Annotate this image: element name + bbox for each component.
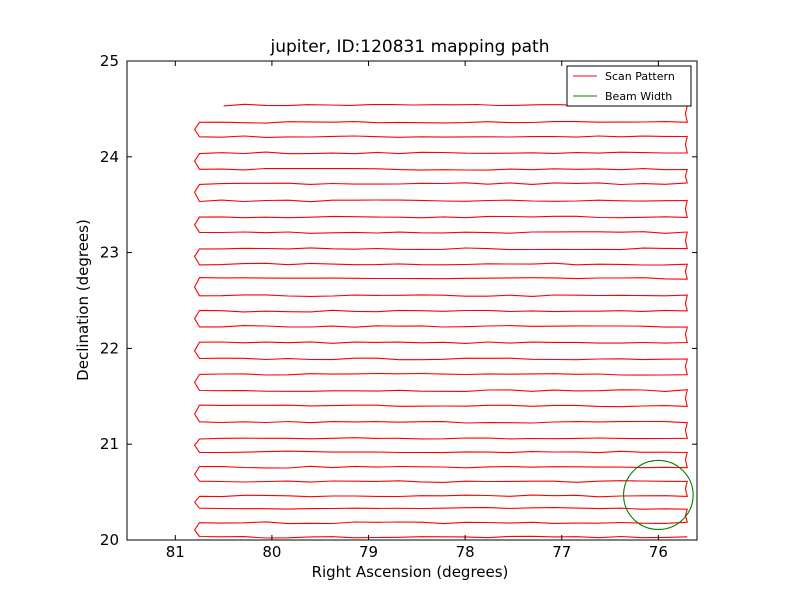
y-tick-label: 24 — [100, 148, 119, 166]
x-tick-label: 76 — [649, 543, 668, 561]
axis-ticks: 81 80 79 78 77 76 20 21 22 23 24 25 — [100, 52, 697, 561]
y-tick-label: 25 — [100, 52, 119, 70]
x-tick-label: 77 — [552, 543, 571, 561]
plot-series-layer — [194, 103, 694, 539]
legend-scan-pattern-label: Scan Pattern — [605, 70, 675, 83]
beam-width-circle — [623, 459, 694, 531]
x-tick-label: 79 — [359, 543, 378, 561]
legend-beam-width-label: Beam Width — [605, 90, 672, 103]
scan-pattern-line — [194, 103, 688, 539]
chart-title: jupiter, ID:120831 mapping path — [270, 37, 550, 57]
legend: Scan Pattern Beam Width — [566, 65, 692, 107]
x-tick-label: 81 — [166, 543, 185, 561]
y-tick-label: 22 — [100, 339, 119, 357]
plot-area-frame — [126, 60, 698, 541]
legend-box — [566, 65, 692, 107]
x-tick-label: 78 — [456, 543, 475, 561]
y-tick-label: 23 — [100, 244, 119, 262]
x-tick-label: 80 — [262, 543, 281, 561]
y-tick-label: 20 — [100, 531, 119, 549]
y-axis-label: Declination (degrees) — [74, 219, 92, 381]
y-tick-label: 21 — [100, 435, 119, 453]
x-axis-label: Right Ascension (degrees) — [312, 563, 509, 581]
